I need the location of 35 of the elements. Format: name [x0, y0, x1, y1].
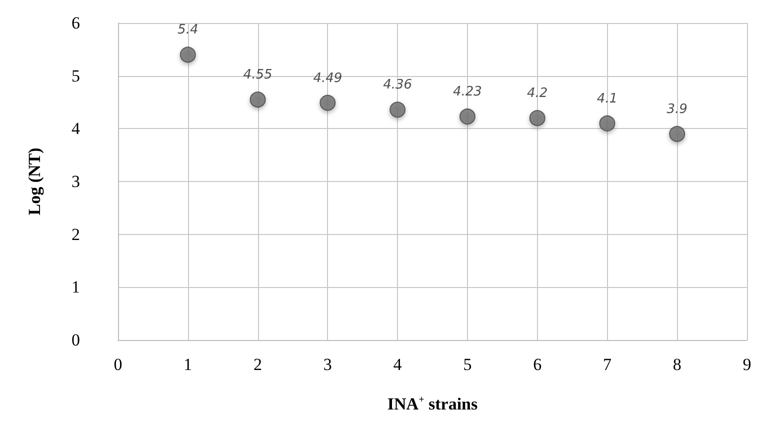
point: [599, 115, 616, 132]
x-tick-label: 7: [602, 355, 612, 374]
y-tick-label: 3: [72, 172, 80, 191]
point: [250, 92, 266, 108]
x-tick-label: 8: [672, 355, 682, 374]
y-tick-label: 2: [72, 224, 80, 244]
data-label: 4.36: [383, 78, 412, 93]
y-axis-title: Log (NT): [25, 148, 44, 216]
data-label: 4.2: [526, 86, 548, 102]
x-tick-label: 1: [184, 355, 192, 374]
x-axis-title: INA+ strains: [387, 394, 478, 414]
data-label: 5.4: [178, 22, 198, 38]
point: [669, 126, 686, 142]
y-tick-label: 1: [72, 278, 80, 297]
point: [180, 46, 196, 63]
y-tick-label: 6: [72, 14, 80, 32]
x-tick-label: 0: [114, 355, 122, 374]
point: [529, 110, 546, 126]
point: [320, 94, 336, 111]
x-tick-label: 2: [254, 355, 262, 374]
point: [459, 108, 476, 125]
x-tick-label: 5: [463, 355, 472, 374]
y-tick-label: 0: [72, 330, 80, 350]
data-label: 4.55: [243, 68, 272, 83]
x-tick-label: 9: [742, 355, 752, 374]
x-tick-label: 6: [533, 355, 542, 374]
x-tick-label: 3: [323, 355, 332, 374]
y-tick-label: 5: [72, 66, 80, 86]
data-label: 4.1: [596, 91, 618, 106]
data-label: 3.9: [666, 102, 688, 117]
y-tick-label: 4: [72, 119, 80, 138]
point: [390, 102, 406, 118]
data-label: 4.49: [313, 70, 342, 86]
x-tick-label: 4: [393, 355, 402, 374]
data-label: 4.23: [452, 84, 482, 100]
